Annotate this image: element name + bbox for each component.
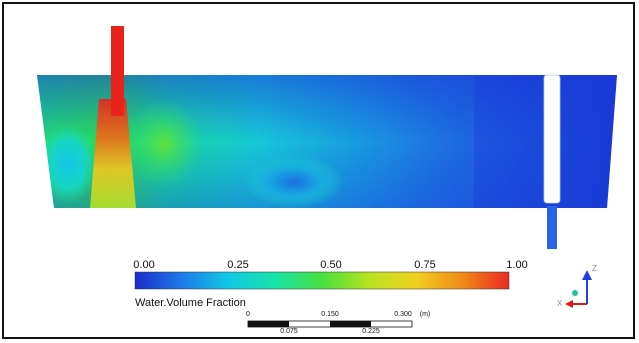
outlet-baffle — [543, 74, 561, 204]
green-region — [124, 99, 204, 189]
legend-tick-3: 0.75 — [414, 259, 436, 271]
center-eddy — [244, 156, 344, 208]
scale-label-150: 0.150 — [321, 311, 339, 318]
volume-fraction-field — [37, 26, 617, 249]
z-arrowhead — [582, 270, 592, 280]
scale-unit: (m) — [419, 311, 431, 318]
x-axis-label: X — [557, 299, 563, 308]
axis-triad — [565, 270, 592, 308]
cfd-viewport[interactable] — [4, 4, 637, 341]
scale-label-225: 0.225 — [362, 328, 380, 335]
inlet-pipe — [111, 26, 124, 116]
legend-colorbar — [134, 271, 510, 290]
y-axis-dot — [572, 290, 578, 296]
legend-tick-4: 1.00 — [506, 259, 528, 271]
legend-tick-1: 0.25 — [227, 259, 249, 271]
colorbar — [134, 271, 510, 290]
scale-label-300: 0.300 — [394, 311, 412, 318]
scale-label-075: 0.075 — [280, 328, 298, 335]
scale-bar — [247, 320, 413, 328]
z-axis-label: Z — [592, 264, 597, 273]
legend-tick-0: 0.00 — [133, 259, 155, 271]
outlet-pipe — [547, 206, 557, 249]
scale-label-0: 0 — [246, 311, 250, 318]
x-arrowhead — [565, 300, 573, 308]
inlet-plume — [90, 99, 136, 208]
legend-title: Water.Volume Fraction — [135, 297, 246, 309]
left-eddy — [38, 124, 98, 204]
render-window: 0.00 0.25 0.50 0.75 1.00 Water.Volume Fr… — [2, 2, 635, 339]
legend-tick-2: 0.50 — [320, 259, 342, 271]
